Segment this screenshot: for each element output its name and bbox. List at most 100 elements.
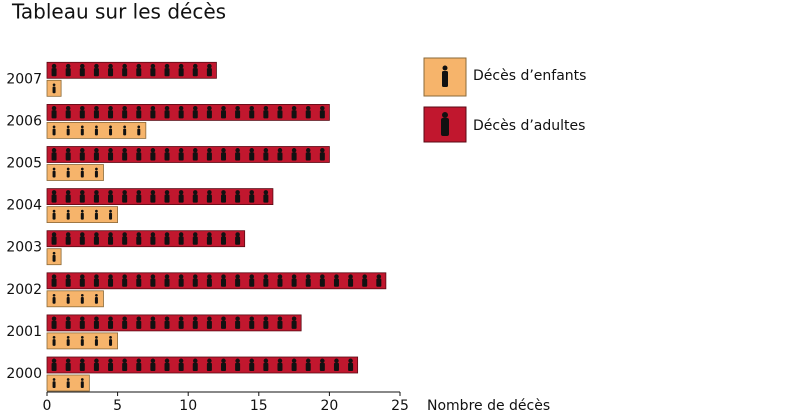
person-icon xyxy=(108,190,113,195)
person-icon xyxy=(221,320,226,329)
person-icon xyxy=(80,190,85,195)
person-icon xyxy=(305,105,311,111)
person-icon xyxy=(178,105,184,111)
person-icon xyxy=(235,190,240,195)
person-icon xyxy=(51,358,57,364)
person-icon xyxy=(52,170,56,178)
person-icon xyxy=(164,362,170,371)
person-icon xyxy=(207,232,212,237)
person-icon xyxy=(66,336,70,339)
x-tick-label: 25 xyxy=(391,398,409,414)
person-icon xyxy=(80,209,84,213)
person-icon xyxy=(249,320,255,329)
person-icon xyxy=(178,63,184,69)
person-icon xyxy=(136,320,142,329)
person-icon xyxy=(51,316,57,321)
person-icon xyxy=(95,336,98,339)
person-icon xyxy=(95,293,98,297)
x-tick-label: 10 xyxy=(179,398,197,414)
person-icon xyxy=(277,148,283,153)
person-icon xyxy=(80,125,84,129)
person-icon xyxy=(80,232,85,237)
person-icon xyxy=(79,362,85,371)
person-icon xyxy=(66,167,70,171)
person-icon xyxy=(51,105,57,111)
person-icon xyxy=(94,190,99,195)
person-icon xyxy=(178,68,184,77)
person-icon xyxy=(94,105,99,111)
person-icon xyxy=(178,278,184,287)
person-icon xyxy=(193,63,198,69)
person-icon xyxy=(164,194,170,203)
person-icon xyxy=(136,63,142,69)
person-icon xyxy=(150,110,156,119)
person-icon xyxy=(108,68,114,77)
y-tick-label: 2000 xyxy=(6,366,42,382)
person-icon xyxy=(65,362,71,371)
person-icon xyxy=(319,278,325,287)
person-icon xyxy=(235,194,241,203)
person-icon xyxy=(192,320,198,329)
person-icon xyxy=(94,339,98,346)
person-icon xyxy=(164,68,170,77)
person-icon xyxy=(108,274,113,279)
person-icon xyxy=(51,232,57,237)
person-icon xyxy=(136,278,142,287)
y-tick-label: 2005 xyxy=(6,156,42,172)
person-icon xyxy=(235,152,241,161)
person-icon xyxy=(277,362,283,371)
person-icon xyxy=(206,152,212,161)
person-icon xyxy=(136,110,142,119)
person-icon xyxy=(207,105,212,111)
person-icon xyxy=(207,358,212,364)
person-icon xyxy=(206,194,212,203)
person-icon xyxy=(66,212,70,220)
person-icon xyxy=(93,152,99,161)
person-icon xyxy=(193,358,198,364)
person-icon xyxy=(51,190,57,195)
person-icon xyxy=(178,362,184,371)
person-icon xyxy=(319,110,325,119)
person-icon xyxy=(206,110,212,119)
person-icon xyxy=(249,274,254,279)
person-icon xyxy=(150,152,156,161)
person-icon xyxy=(150,278,156,287)
person-icon xyxy=(79,320,85,329)
person-icon xyxy=(80,148,85,153)
person-icon xyxy=(94,148,99,153)
bar xyxy=(46,356,359,374)
person-icon xyxy=(305,152,311,161)
person-icon xyxy=(94,297,98,304)
person-icon xyxy=(150,358,156,364)
person-icon xyxy=(150,316,156,321)
person-icon xyxy=(109,212,113,220)
person-icon xyxy=(136,274,142,279)
person-icon xyxy=(122,148,127,153)
person-icon xyxy=(137,128,141,136)
person-icon xyxy=(348,278,354,287)
person-icon xyxy=(108,110,114,119)
bar xyxy=(46,146,330,163)
person-icon xyxy=(66,381,70,388)
person-icon xyxy=(150,320,156,329)
person-icon xyxy=(207,274,212,279)
person-icon xyxy=(66,339,70,346)
person-icon xyxy=(122,190,127,195)
person-icon xyxy=(291,110,297,119)
person-icon xyxy=(95,167,98,171)
person-icon xyxy=(108,63,113,69)
person-icon xyxy=(319,362,325,371)
person-icon xyxy=(52,293,56,297)
person-icon xyxy=(65,68,71,77)
person-icon xyxy=(150,148,156,153)
person-icon xyxy=(263,358,269,364)
person-icon xyxy=(65,274,71,279)
person-icon xyxy=(207,190,212,195)
person-icon xyxy=(150,274,156,279)
person-icon xyxy=(192,110,198,119)
person-icon xyxy=(263,316,269,321)
person-icon xyxy=(235,316,240,321)
person-icon xyxy=(80,105,85,111)
person-icon xyxy=(150,105,156,111)
person-icon xyxy=(123,125,127,129)
